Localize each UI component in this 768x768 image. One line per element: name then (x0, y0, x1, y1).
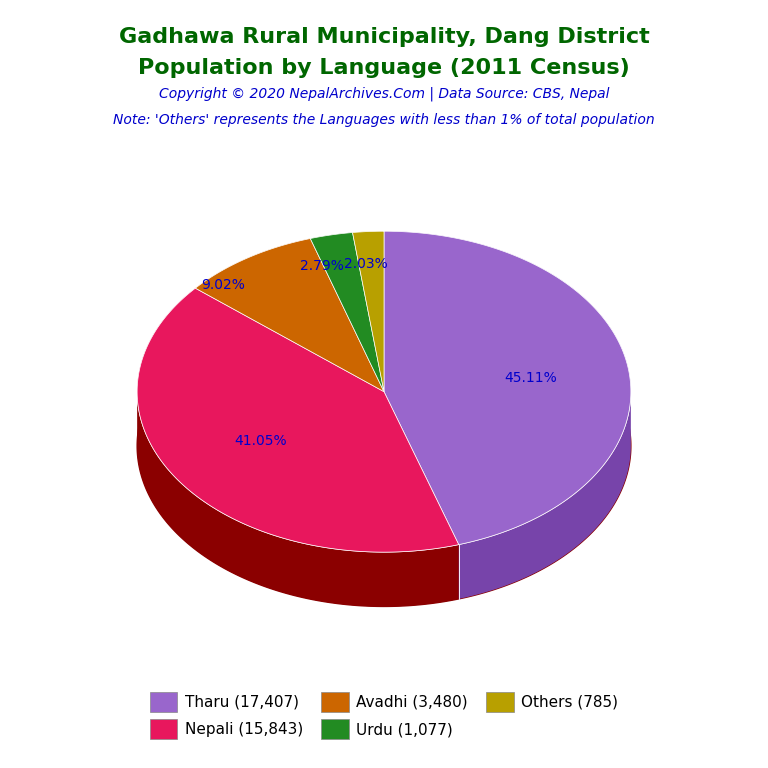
Polygon shape (353, 231, 384, 392)
Polygon shape (137, 288, 458, 552)
Polygon shape (458, 392, 631, 599)
Polygon shape (310, 233, 384, 392)
Polygon shape (137, 286, 631, 607)
Polygon shape (195, 239, 384, 392)
Text: 9.02%: 9.02% (201, 278, 245, 292)
Polygon shape (384, 231, 631, 545)
Text: Population by Language (2011 Census): Population by Language (2011 Census) (138, 58, 630, 78)
Text: Gadhawa Rural Municipality, Dang District: Gadhawa Rural Municipality, Dang Distric… (118, 27, 650, 47)
Polygon shape (137, 392, 458, 607)
Text: 41.05%: 41.05% (234, 434, 287, 448)
Text: Copyright © 2020 NepalArchives.Com | Data Source: CBS, Nepal: Copyright © 2020 NepalArchives.Com | Dat… (159, 86, 609, 101)
Polygon shape (384, 231, 631, 545)
Text: 45.11%: 45.11% (504, 371, 557, 386)
Polygon shape (310, 233, 384, 392)
Text: 2.03%: 2.03% (343, 257, 387, 270)
Polygon shape (137, 288, 458, 552)
Polygon shape (353, 231, 384, 392)
Polygon shape (195, 239, 384, 392)
Text: Note: 'Others' represents the Languages with less than 1% of total population: Note: 'Others' represents the Languages … (113, 113, 655, 127)
Text: 2.79%: 2.79% (300, 260, 343, 273)
Legend: Tharu (17,407), Nepali (15,843), Avadhi (3,480), Urdu (1,077), Others (785): Tharu (17,407), Nepali (15,843), Avadhi … (144, 686, 624, 745)
